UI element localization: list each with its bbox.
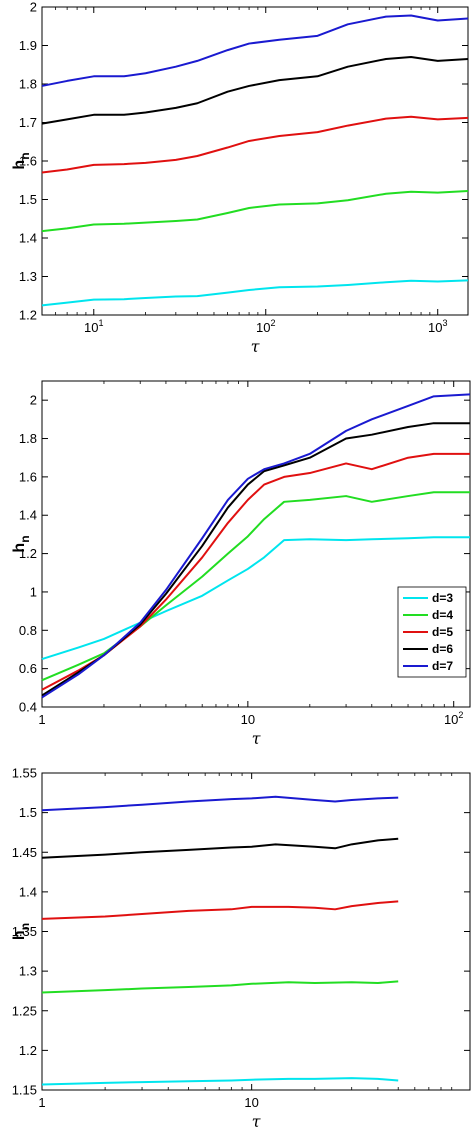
y-axis-label-main: h: [11, 930, 28, 940]
x-tick-label-base: 10: [84, 320, 98, 335]
series-line-4: [41, 56, 469, 125]
x-tick-label-base: 10: [244, 1095, 258, 1110]
x-tick-label-base: 10: [444, 712, 458, 727]
x-tick-label-base: 1: [38, 712, 45, 727]
x-tick-label-exponent: 1: [98, 318, 103, 328]
x-tick-label: 103: [428, 318, 447, 335]
x-tick-label: 102: [256, 318, 275, 335]
x-tick-label-base: 10: [241, 712, 255, 727]
plot-frame: [41, 772, 471, 1091]
y-axis-label: hn: [11, 535, 32, 552]
series-line-3: [41, 900, 399, 920]
y-tick-label: 1.4: [19, 884, 37, 899]
series-line-4: [41, 837, 399, 859]
y-tick-label: 1.8: [19, 431, 37, 446]
legend-label: d=4: [432, 608, 453, 622]
x-tick-label-exponent: 3: [442, 318, 447, 328]
y-tick-label: 1.15: [12, 1083, 37, 1098]
y-tick-label: 0.6: [19, 661, 37, 676]
y-tick-label: 1.5: [19, 805, 37, 820]
y-axis-label-main: h: [11, 160, 28, 170]
series-line-3: [41, 115, 469, 174]
x-axis-label: τ: [252, 1112, 262, 1131]
y-tick-label: 2: [30, 0, 37, 15]
series-line-1: [41, 279, 469, 307]
x-tick-label-exponent: 2: [458, 710, 463, 720]
y-tick-label: 1.5: [19, 192, 37, 207]
legend: d=3 d=4 d=5 d=6 d=7: [397, 586, 467, 678]
series-line-2: [41, 980, 399, 994]
legend-label: d=5: [432, 625, 453, 639]
x-tick-label: 101: [84, 318, 103, 335]
chart-3: 1 10 1.15 1.2 1.25 1.3 1.35 1.4 1.45 1.5 1.55 hn τ: [11, 766, 471, 1131]
x-tick-label: 1: [38, 712, 45, 727]
x-tick-label-exponent: 2: [270, 318, 275, 328]
y-tick-label: 1.25: [12, 1003, 37, 1018]
series-line-5: [41, 14, 469, 87]
x-tick-label: 10: [244, 1095, 258, 1110]
x-tick-label: 1: [38, 1095, 45, 1110]
series-line-1: [41, 1077, 399, 1086]
y-axis-label-main: h: [11, 543, 28, 553]
y-tick-label: 1.3: [19, 964, 37, 979]
y-axis-label-sub: n: [18, 152, 32, 159]
y-tick-label: 1.8: [19, 77, 37, 92]
chart-2: 1 10 1020.40.60.811.21.41.61.82hnτd=3d=4d=…: [11, 380, 471, 748]
y-tick-label: 1.6: [19, 154, 37, 169]
x-tick-label: 102: [444, 710, 463, 727]
x-axis-label: τ: [251, 337, 261, 356]
x-tick-label-base: 1: [38, 1095, 45, 1110]
y-tick-label: 1.45: [12, 845, 37, 860]
x-tick-label: 10: [241, 712, 255, 727]
series-line-d=7: [41, 393, 471, 699]
series-line-5: [41, 795, 399, 812]
y-tick-label: 1.3: [19, 269, 37, 284]
y-axis-label-sub: n: [18, 535, 32, 542]
y-axis-label-sub: n: [18, 923, 32, 930]
y-tick-label: 1.35: [12, 924, 37, 939]
x-tick-label-base: 10: [256, 320, 270, 335]
x-axis-label: τ: [252, 729, 262, 748]
y-tick-label: 1.9: [19, 38, 37, 53]
y-tick-label: 1: [30, 584, 37, 599]
y-tick-label: 1.7: [19, 115, 37, 130]
legend-label: d=6: [432, 642, 453, 656]
y-tick-label: 0.8: [19, 623, 37, 638]
y-tick-label: 2: [30, 393, 37, 408]
y-tick-label: 1.4: [19, 508, 37, 523]
legend-label: d=7: [432, 659, 453, 673]
series-line-2: [41, 190, 469, 233]
y-tick-label: 1.6: [19, 469, 37, 484]
y-tick-label: 1.2: [19, 546, 37, 561]
y-tick-label: 1.4: [19, 231, 37, 246]
y-tick-label: 0.4: [19, 700, 37, 715]
x-tick-label-base: 10: [428, 320, 442, 335]
plot-frame: [41, 6, 469, 316]
y-axis-label: hn: [11, 923, 32, 940]
series-line-d=3: [41, 536, 470, 661]
y-tick-label: 1.55: [12, 766, 37, 781]
y-tick-label: 1.2: [19, 1043, 37, 1058]
y-tick-label: 1.2: [19, 308, 37, 323]
y-axis-label: hn: [11, 152, 32, 169]
legend-label: d=3: [432, 591, 453, 605]
